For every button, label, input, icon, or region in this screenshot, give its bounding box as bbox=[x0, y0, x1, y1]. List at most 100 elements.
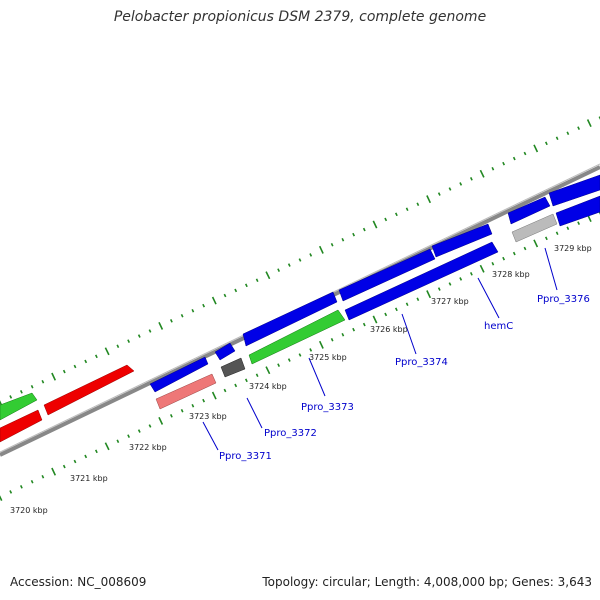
minor-tick bbox=[180, 408, 184, 413]
minor-tick bbox=[459, 182, 463, 186]
minor-tick bbox=[19, 390, 23, 394]
minor-tick bbox=[84, 454, 88, 459]
gene-hemc-forward[interactable] bbox=[431, 223, 493, 258]
major-tick bbox=[533, 239, 539, 248]
major-tick bbox=[0, 495, 3, 501]
tick-label: 3729 kbp bbox=[554, 244, 592, 253]
minor-tick bbox=[277, 268, 281, 272]
gene-ppro-3371-forward[interactable] bbox=[149, 356, 209, 393]
minor-tick bbox=[19, 485, 23, 489]
major-tick bbox=[586, 119, 592, 128]
minor-tick bbox=[116, 344, 120, 349]
minor-tick bbox=[544, 141, 548, 146]
minor-tick bbox=[341, 332, 345, 337]
minor-tick bbox=[148, 329, 152, 333]
major-tick bbox=[265, 271, 271, 280]
gene-label[interactable]: Ppro_3376 bbox=[537, 294, 590, 305]
minor-tick bbox=[394, 307, 398, 312]
minor-tick bbox=[309, 348, 313, 352]
tick-label: 3728 kbp bbox=[492, 270, 530, 279]
gene-blue-reverse-1[interactable] bbox=[344, 241, 499, 321]
minor-tick bbox=[362, 227, 366, 232]
gene-label[interactable]: Ppro_3373 bbox=[301, 402, 354, 413]
minor-tick bbox=[30, 479, 34, 484]
gene-labels: Ppro_3371 Ppro_3372 Ppro_3373 Ppro_3374 … bbox=[219, 294, 590, 462]
minor-tick bbox=[416, 202, 420, 207]
minor-tick bbox=[405, 207, 409, 212]
gene-edge-forward[interactable] bbox=[548, 174, 600, 207]
minor-tick bbox=[469, 272, 473, 276]
minor-tick bbox=[502, 256, 506, 261]
minor-tick bbox=[437, 287, 441, 291]
tick-label: 3726 kbp bbox=[370, 325, 408, 334]
gene-pink-reverse[interactable] bbox=[155, 373, 217, 410]
minor-tick bbox=[362, 322, 366, 327]
gene-darkgray-reverse[interactable] bbox=[220, 357, 246, 378]
minor-tick bbox=[330, 242, 334, 247]
tick-label: 3724 kbp bbox=[249, 382, 287, 391]
minor-tick bbox=[84, 359, 88, 364]
gene-label[interactable]: Ppro_3372 bbox=[264, 428, 317, 439]
gene-green-reverse[interactable] bbox=[248, 309, 346, 365]
gene-red-forward[interactable] bbox=[43, 364, 135, 416]
minor-tick bbox=[73, 364, 77, 369]
tick-label: 3725 kbp bbox=[309, 353, 347, 362]
major-tick bbox=[426, 290, 432, 299]
gene-blue-reverse-2[interactable] bbox=[555, 195, 600, 227]
minor-tick bbox=[416, 297, 420, 302]
major-tick bbox=[211, 391, 217, 400]
major-tick bbox=[158, 321, 164, 330]
minor-tick bbox=[137, 334, 141, 338]
map-title: Pelobacter propionicus DSM 2379, complet… bbox=[113, 9, 487, 25]
tick-label: 3720 kbp bbox=[10, 506, 48, 515]
gene-ppro-3372-forward[interactable] bbox=[214, 342, 236, 361]
minor-tick bbox=[244, 378, 248, 383]
minor-tick bbox=[255, 278, 259, 283]
major-tick bbox=[479, 169, 485, 178]
minor-tick bbox=[502, 161, 506, 166]
minor-tick bbox=[437, 192, 441, 196]
minor-tick bbox=[127, 339, 131, 343]
major-tick bbox=[265, 366, 271, 375]
minor-tick bbox=[116, 439, 120, 444]
minor-tick bbox=[244, 283, 248, 288]
major-tick bbox=[104, 442, 110, 451]
gene-label[interactable]: Ppro_3374 bbox=[395, 357, 448, 368]
minor-tick bbox=[566, 226, 570, 231]
minor-tick bbox=[94, 449, 98, 454]
gene-green-forward-left[interactable] bbox=[0, 392, 38, 421]
minor-tick bbox=[384, 217, 388, 222]
minor-tick bbox=[148, 424, 152, 428]
major-tick bbox=[51, 372, 57, 381]
accession-text: Accession: NC_008609 bbox=[10, 575, 147, 589]
tick-label: 3722 kbp bbox=[129, 443, 167, 452]
gene-ppro-3376-forward[interactable] bbox=[507, 196, 551, 225]
gene-lightgray-reverse[interactable] bbox=[511, 213, 558, 243]
minor-tick bbox=[9, 395, 13, 399]
gene-red-reverse[interactable] bbox=[0, 409, 43, 443]
major-tick bbox=[318, 340, 324, 349]
tick-label: 3721 kbp bbox=[70, 474, 108, 483]
gene-label[interactable]: Ppro_3371 bbox=[219, 451, 272, 462]
topology-summary: Topology: circular; Length: 4,008,000 bp… bbox=[262, 575, 592, 589]
minor-tick bbox=[41, 474, 45, 479]
forward-strand-genes bbox=[0, 174, 600, 421]
minor-tick bbox=[394, 212, 398, 217]
minor-tick bbox=[223, 388, 227, 393]
minor-tick bbox=[62, 369, 66, 374]
minor-tick bbox=[223, 293, 227, 298]
minor-tick bbox=[512, 251, 516, 256]
minor-tick bbox=[180, 313, 184, 318]
minor-tick bbox=[448, 187, 452, 191]
minor-tick bbox=[73, 459, 77, 464]
tick-label: 3727 kbp bbox=[431, 297, 469, 306]
minor-tick bbox=[352, 327, 356, 332]
major-tick bbox=[211, 296, 217, 305]
gene-label[interactable]: hemC bbox=[484, 321, 513, 332]
gene-ppro-3373-forward[interactable] bbox=[242, 291, 338, 347]
minor-tick bbox=[62, 464, 66, 469]
gene-ppro-3374-forward[interactable] bbox=[338, 248, 436, 302]
minor-tick bbox=[577, 126, 581, 130]
minor-tick bbox=[287, 263, 291, 267]
